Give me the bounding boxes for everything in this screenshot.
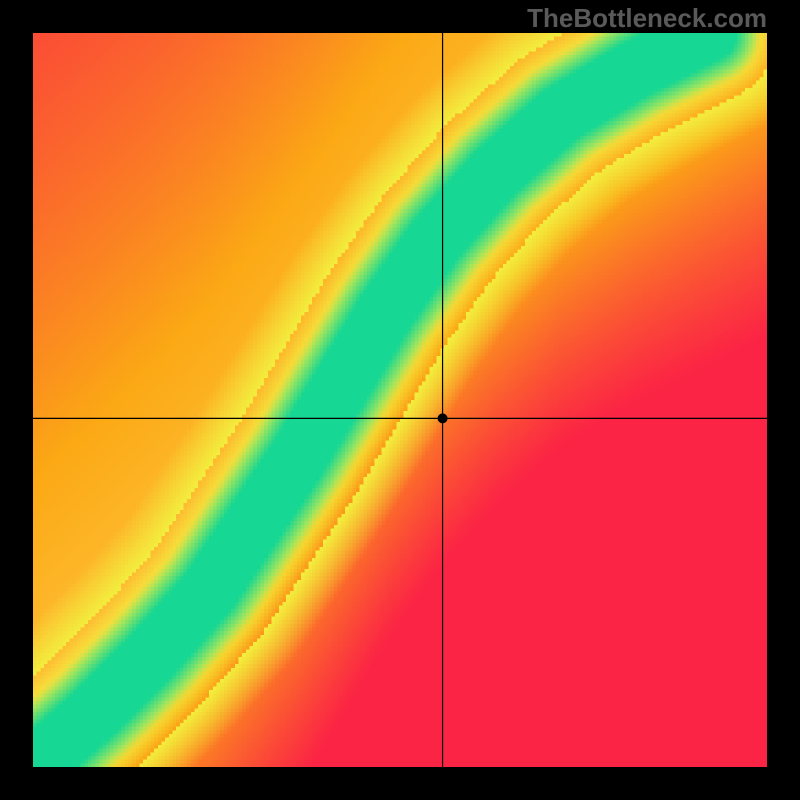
bottleneck-heatmap: [33, 33, 767, 767]
watermark-text: TheBottleneck.com: [527, 3, 767, 34]
chart-container: TheBottleneck.com: [0, 0, 800, 800]
